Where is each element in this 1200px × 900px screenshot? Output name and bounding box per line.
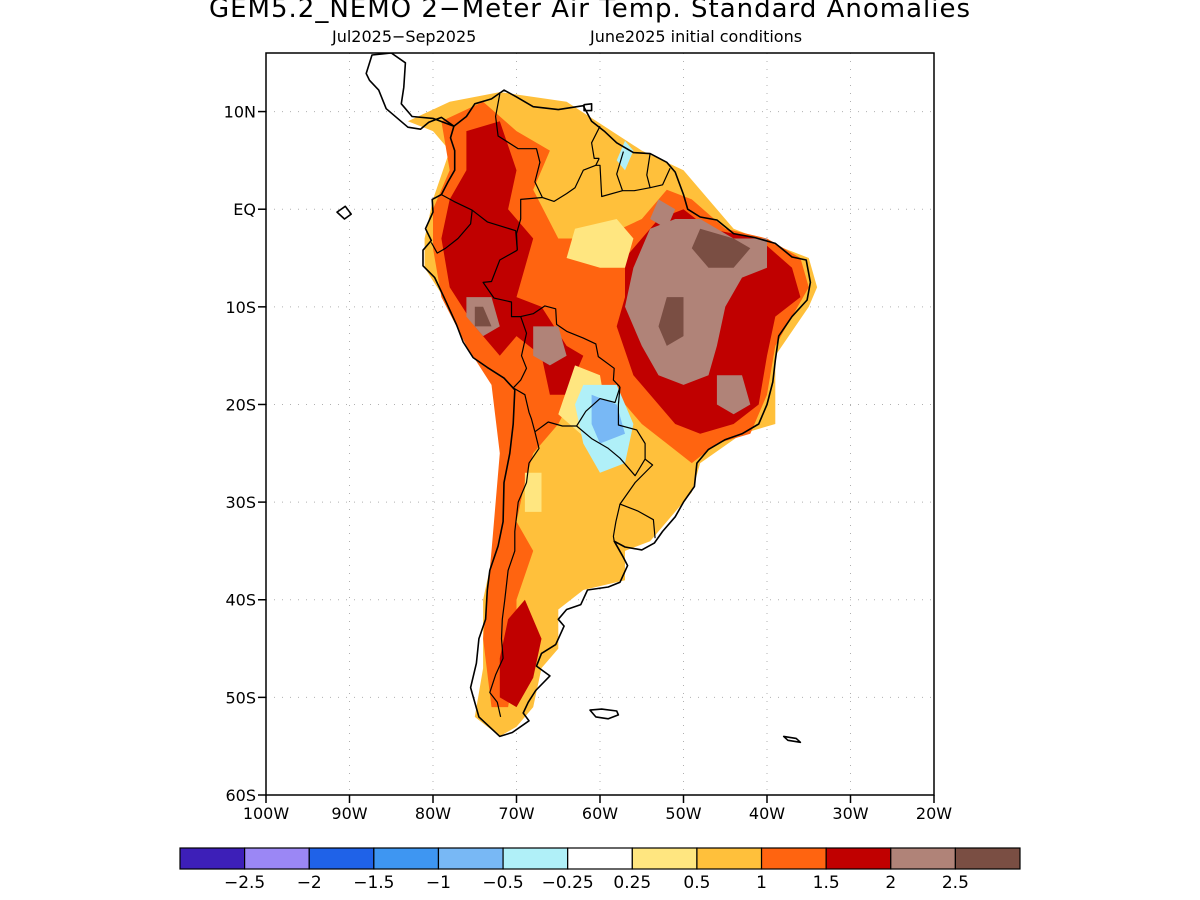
coastline-central-america [365, 53, 455, 130]
border-paraguay-argentina [576, 425, 646, 477]
border-colombia-brazil [515, 196, 543, 251]
map-subtitle-initial-conditions: June2025 initial conditions [590, 27, 803, 46]
colorbar-boxes [179, 847, 1021, 870]
coastline-falklands [589, 708, 620, 720]
colorbar-swatch [954, 847, 1021, 870]
colorbar-label: 2 [885, 873, 896, 893]
anomaly-region [474, 306, 492, 327]
colorbar-label: −1 [426, 873, 451, 893]
anomaly-region [533, 326, 567, 366]
coastline-trinidad [583, 103, 593, 112]
colorbar-swatch [373, 847, 440, 870]
border-peru-bolivia [512, 316, 528, 389]
lat-tick-label: 10N [224, 103, 256, 122]
lon-tick-label: 20W [916, 804, 952, 823]
border-guyana-suriname [616, 151, 624, 191]
lat-tick-label: EQ [233, 200, 256, 219]
lon-tick-label: 100W [243, 804, 290, 823]
anomaly-region [566, 219, 634, 268]
lat-tick-label: 10S [225, 298, 256, 317]
colorbar-swatch [308, 847, 375, 870]
lon-tick-label: 60W [582, 804, 618, 823]
border-paraguay-brazil [617, 386, 646, 460]
colorbar-labels: −2.5 −2 −1.5 −1 −0.5 −0.25 0.25 0.5 1 1.5 2 2.5 [224, 873, 969, 893]
lon-tick-label: 90W [331, 804, 367, 823]
lat-tick-label: 60S [225, 786, 256, 805]
anomaly-region [658, 297, 684, 346]
border-venezuela-guyana [590, 125, 601, 159]
coastline-galapagos [336, 205, 353, 220]
border-guiana-brazil [595, 164, 671, 198]
anomaly-region [591, 394, 625, 444]
colorbar-label: −0.25 [542, 873, 594, 893]
border-uruguay-argentina [612, 503, 621, 542]
lon-tick-label: 70W [498, 804, 534, 823]
colorbar-label: 2.5 [942, 873, 969, 893]
border-ecuador-peru [430, 210, 473, 254]
lat-tick-label: 30S [225, 493, 256, 512]
colorbar-label: −0.5 [482, 873, 523, 893]
colorbar-swatch [631, 847, 698, 870]
border-chile-argentina [489, 431, 540, 718]
anomaly-region [524, 472, 542, 512]
colorbar-label: 0.25 [613, 873, 651, 893]
anomaly-region [616, 140, 634, 171]
colorbar-swatch [244, 847, 310, 870]
coastline-south-georgia [782, 735, 802, 744]
colorbar-label: 1.5 [813, 873, 840, 893]
lat-tick-label: 20S [225, 395, 256, 414]
lon-tick-label: 50W [665, 804, 701, 823]
anomaly-region [499, 599, 542, 708]
lon-tick-label: 80W [415, 804, 451, 823]
anomaly-region [691, 228, 751, 268]
colorbar-label: 0.5 [683, 873, 710, 893]
anomaly-shading [407, 92, 818, 737]
map-title: GEM5.2_NEMO 2−Meter Air Temp. Standard A… [208, 0, 972, 24]
colorbar-swatch [437, 847, 504, 870]
colorbar-swatch [890, 847, 956, 870]
colorbar-swatch [502, 847, 569, 870]
border-bolivia-argentina-paraguay [534, 386, 621, 433]
colorbar-swatch [696, 847, 763, 870]
lon-tick-label: 40W [749, 804, 785, 823]
map-subtitle-period: Jul2025−Sep2025 [332, 27, 477, 46]
border-colombia-venezuela [495, 93, 543, 198]
border-suriname-guiana [646, 153, 651, 188]
colorbar-label: 1 [756, 873, 767, 893]
colorbar-label: −1.5 [353, 873, 394, 893]
anomaly-region [716, 375, 751, 415]
colorbar-label: −2 [297, 873, 322, 893]
border-bolivia-brazil [520, 305, 621, 388]
anomaly-region [650, 199, 676, 229]
colorbar-label: −2.5 [224, 873, 265, 893]
colorbar-swatch [179, 847, 246, 870]
lon-tick-label: 30W [832, 804, 868, 823]
border-chile-bolivia [512, 387, 536, 432]
border-peru-brazil [482, 249, 521, 318]
colorbar-swatch [825, 847, 892, 870]
coastline-south-america [422, 89, 812, 738]
colorbar-swatch [760, 847, 827, 870]
country-borders [430, 93, 671, 718]
lat-tick-label: 50S [225, 688, 256, 707]
coastlines [336, 53, 812, 744]
lat-tick-label: 40S [225, 591, 256, 610]
colorbar-swatch [567, 847, 633, 870]
